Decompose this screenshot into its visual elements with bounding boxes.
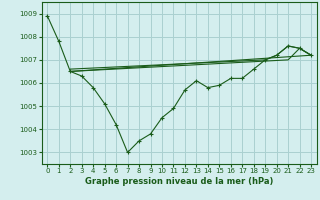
X-axis label: Graphe pression niveau de la mer (hPa): Graphe pression niveau de la mer (hPa) — [85, 177, 273, 186]
